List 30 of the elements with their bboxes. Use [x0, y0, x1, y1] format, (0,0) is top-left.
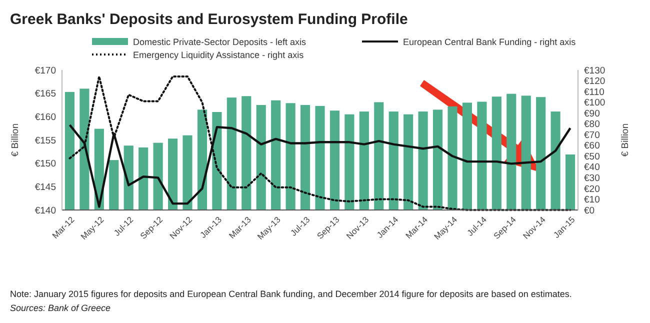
legend-label: European Central Bank Funding - right axis	[403, 37, 576, 47]
y2-axis-title: € Billion	[620, 123, 631, 157]
y2-tick-label: €40	[584, 162, 600, 174]
y2-tick-label: €50	[584, 151, 600, 162]
chart-title: Greek Banks' Deposits and Eurosystem Funding Profile	[10, 11, 408, 28]
y-axis-title: € Billion	[10, 123, 21, 157]
y2-tick-label: €60	[584, 140, 600, 152]
y-tick-label: €140	[34, 205, 56, 216]
y2-tick-label: €90	[584, 108, 600, 120]
y2-tick-label: €20	[584, 184, 600, 195]
y2-tick-label: €120	[584, 76, 606, 88]
y2-tick-label: €130	[584, 65, 606, 76]
y2-tick-label: €100	[584, 98, 606, 109]
y-tick-label: €165	[34, 88, 56, 100]
y-tick-label: €170	[34, 65, 56, 76]
source-note: Sources: Bank of Greece	[10, 303, 111, 313]
y2-tick-label: €10	[584, 194, 600, 206]
legend-label: Emergency Liquidity Assistance - right axis	[133, 50, 304, 60]
line-series	[68, 75, 572, 211]
y2-tick-label: €80	[584, 119, 600, 130]
y-tick-label: €150	[34, 158, 56, 170]
y2-tick-label: €70	[584, 130, 600, 141]
text: Note: January 2015 figures for deposits and European Central Bank funding, and December 2014 figure for deposits are based on estimates.	[10, 289, 572, 299]
y-tick-label: €160	[34, 112, 56, 123]
y-tick-label: €155	[34, 135, 56, 146]
y-tick-label: €145	[34, 182, 56, 193]
legend-label: Domestic Private-Sector Deposits - left axis	[133, 37, 307, 47]
y2-tick-label: €110	[584, 86, 604, 98]
y2-tick-label: €30	[584, 173, 600, 184]
y2-tick-label: €0	[584, 205, 595, 216]
